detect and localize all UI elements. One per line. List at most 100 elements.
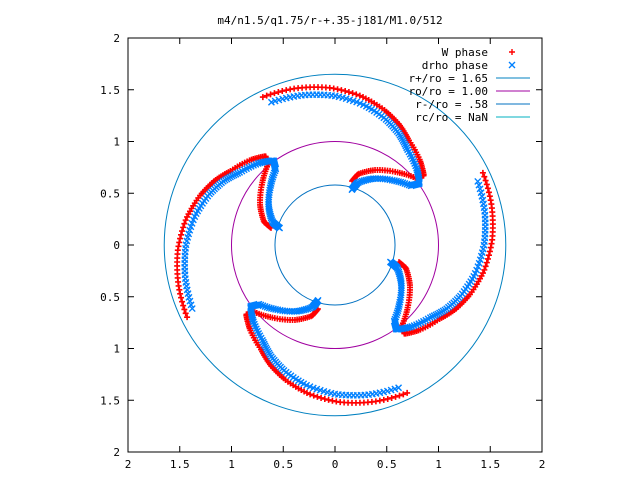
x-tick-label: 1 <box>435 458 442 471</box>
legend-label: rc/ro = NaN <box>415 111 488 124</box>
drho-phase-point <box>395 384 403 392</box>
w-phase-point <box>177 235 184 242</box>
y-axis-ticks: 2 1.5 1 0.5 0 0.5 1 1.5 2 <box>100 32 542 459</box>
w-phase-point <box>345 89 352 96</box>
legend-label: r-/ro = .58 <box>415 98 488 111</box>
drho-phase-point <box>188 305 196 313</box>
drho-phase-point <box>397 178 405 186</box>
w-phase-point <box>483 181 490 188</box>
legend-marker <box>509 49 515 55</box>
w-phase-point <box>271 90 278 97</box>
w-phase-point <box>263 92 270 99</box>
x-tick-label: 1 <box>228 458 235 471</box>
x-tick-label: 2 <box>539 458 546 471</box>
w-phase-point <box>325 396 332 403</box>
drho-phase-point <box>393 309 401 317</box>
w-phase-point <box>482 263 489 270</box>
legend-label: drho phase <box>422 59 488 72</box>
w-phase-point <box>176 286 183 293</box>
drho-phase-point <box>259 302 267 310</box>
w-phase-point <box>267 91 274 98</box>
w-phase-point <box>384 395 391 402</box>
w-phase-point <box>275 89 282 96</box>
w-phase-point <box>484 185 491 192</box>
legend-label: ro/ro = 1.00 <box>409 85 488 98</box>
w-phase-point <box>178 294 185 301</box>
drho-phase-point <box>406 323 414 331</box>
y-tick-label: 1 <box>113 136 120 149</box>
drho-phase-point <box>399 179 407 187</box>
reference-circles <box>163 73 507 417</box>
w-phase-point <box>484 255 491 262</box>
x-tick-label: 1.5 <box>480 458 500 471</box>
w-phase-point <box>356 92 363 99</box>
w-phase-point <box>178 231 185 238</box>
drho-phase-point <box>261 303 269 311</box>
drho-phase-point <box>256 159 264 167</box>
w-phase-point <box>283 87 290 94</box>
w-phase-point <box>179 228 186 235</box>
drho-phase-point <box>393 311 401 319</box>
legend-label: W phase <box>442 46 488 59</box>
drho-phase-point <box>269 171 277 179</box>
drho-phase-point <box>395 178 403 186</box>
w-phase-point <box>184 213 191 220</box>
reference-circle <box>163 73 507 417</box>
w-phase-point <box>179 298 186 305</box>
y-tick-label: 0 <box>113 239 120 252</box>
drho-phase-point <box>403 180 411 188</box>
x-tick-label: 1.5 <box>170 458 190 471</box>
drho-phase-point <box>270 169 278 177</box>
w-phase-point <box>482 177 489 184</box>
w-phase-point <box>259 94 266 101</box>
w-phase-point <box>181 220 188 227</box>
w-phase-point <box>485 252 492 259</box>
drho-phase-point <box>263 303 271 311</box>
legend-label: r+/ro = 1.65 <box>409 72 488 85</box>
w-phase-point <box>360 94 367 101</box>
legend-marker <box>508 61 516 69</box>
w-phase-point <box>376 397 383 404</box>
w-phase-point <box>388 394 395 401</box>
w-phase-point <box>303 389 310 396</box>
x-tick-label: 0.5 <box>377 458 397 471</box>
w-phase-point <box>481 266 488 273</box>
x-tick-label: 2 <box>125 458 132 471</box>
x-axis-ticks: 2 1.5 1 0.5 0 0.5 1 1.5 2 <box>125 38 546 471</box>
drho-phase-point <box>249 316 257 324</box>
w-phase-point <box>318 394 325 401</box>
y-tick-label: 0.5 <box>100 291 120 304</box>
drho-phase-point <box>413 166 421 174</box>
y-tick-label: 2 <box>113 32 120 45</box>
w-phase-point <box>182 217 189 224</box>
y-tick-label: 0.5 <box>100 187 120 200</box>
w-phase-point <box>180 224 187 231</box>
w-phase-point <box>486 193 493 200</box>
drho-phase-point <box>401 179 409 187</box>
w-phase-point <box>180 302 187 309</box>
drho-phase-point <box>265 304 273 312</box>
drho-phase-point <box>394 307 402 315</box>
drho-phase-point <box>268 175 276 183</box>
w-phase-point <box>310 392 317 399</box>
w-phase-point <box>380 396 387 403</box>
w-phase-point <box>479 169 486 176</box>
w-phase-point <box>485 189 492 196</box>
w-phase-point <box>177 290 184 297</box>
reference-circle <box>274 184 396 306</box>
w-phase-point <box>400 391 407 398</box>
w-phase-point <box>181 306 188 313</box>
w-phase-point <box>396 392 403 399</box>
drho-phase-point <box>474 177 482 185</box>
y-tick-label: 1.5 <box>100 84 120 97</box>
drho-phase-point <box>268 177 276 185</box>
w-phase-point <box>314 393 321 400</box>
w-phase-point <box>338 87 345 94</box>
w-phase-point <box>392 393 399 400</box>
w-phase-point <box>184 314 191 321</box>
w-phase-point <box>321 395 328 402</box>
drho-phase-point <box>269 173 277 181</box>
w-phase-point <box>486 248 493 255</box>
